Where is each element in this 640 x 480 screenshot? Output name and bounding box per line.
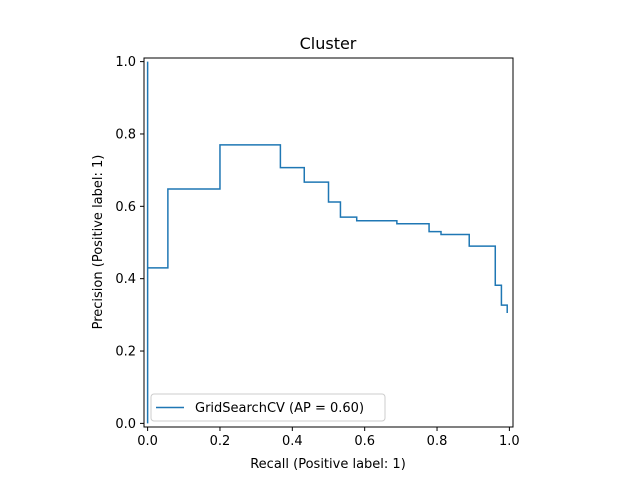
- plot-area: [143, 57, 514, 428]
- y-tick-label: 0.8: [115, 127, 136, 142]
- y-tick-label: 0.6: [115, 200, 136, 215]
- x-tick-label: 0.8: [427, 434, 448, 449]
- x-tick-label: 0.4: [282, 434, 303, 449]
- legend: GridSearchCV (AP = 0.60): [150, 393, 386, 422]
- x-tick-label: 0.2: [210, 434, 231, 449]
- y-tick-label: 0.2: [115, 345, 136, 360]
- legend-box: [150, 393, 386, 422]
- pr-curve-line: [146, 61, 508, 424]
- x-tick-label: 0.0: [137, 434, 158, 449]
- y-axis: 0.0 0.2 0.4 0.6 0.8 1.0: [115, 55, 144, 432]
- y-tick-label: 0.0: [115, 417, 136, 432]
- legend-label: GridSearchCV (AP = 0.60): [195, 401, 364, 416]
- chart-title: Cluster: [300, 34, 357, 53]
- x-tick-label: 1.0: [499, 434, 520, 449]
- x-axis: 0.0 0.2 0.4 0.6 0.8 1.0: [137, 427, 520, 449]
- x-axis-label: Recall (Positive label: 1): [250, 457, 406, 472]
- series-layer: [146, 61, 508, 424]
- x-tick-label: 0.6: [354, 434, 375, 449]
- y-tick-label: 0.4: [115, 272, 136, 287]
- y-tick-label: 1.0: [115, 55, 136, 70]
- y-axis-label: Precision (Positive label: 1): [91, 155, 106, 330]
